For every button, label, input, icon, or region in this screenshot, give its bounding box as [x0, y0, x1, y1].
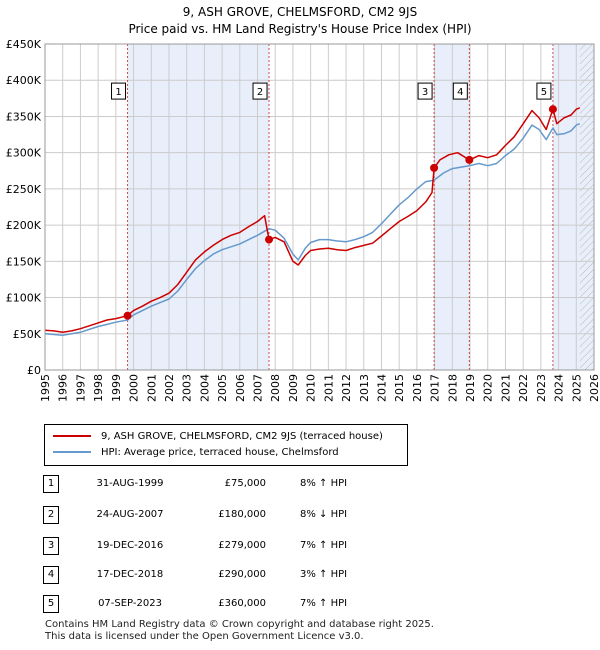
legend-swatch-hpi [53, 451, 91, 453]
x-tick-label: 2010 [305, 374, 318, 402]
sale-hpi-change: 7% ↑ HPI [300, 540, 348, 551]
x-tick-label: 2000 [128, 374, 141, 402]
x-tick-label: 1995 [39, 374, 52, 402]
sale-price: £180,000 [218, 509, 266, 520]
y-tick-label: £150K [6, 255, 42, 268]
sale-marker-box [111, 82, 127, 100]
sale-date: 17-DEC-2018 [96, 569, 164, 580]
x-tick-label: 2002 [163, 374, 176, 402]
legend-swatch-property [53, 435, 91, 437]
x-tick-label: 2012 [340, 374, 353, 402]
sale-point [465, 155, 474, 164]
y-tick-label: £100K [6, 292, 42, 305]
x-tick-label: 2011 [322, 374, 335, 402]
y-tick-label: £300K [6, 147, 42, 160]
sale-point [123, 311, 132, 320]
x-tick-label: 2007 [252, 374, 265, 402]
y-tick-label: £200K [6, 219, 42, 232]
plot-frame [44, 43, 595, 371]
y-tick-label: £50K [13, 328, 42, 341]
sale-period-shade [127, 44, 270, 370]
sale-hpi-change: 3% ↑ HPI [300, 569, 348, 580]
sale-marker-label: 5 [541, 87, 547, 98]
sale-hpi-change: 8% ↓ HPI [300, 509, 348, 520]
x-tick-label: 2024 [553, 374, 566, 402]
x-tick-label: 2008 [269, 374, 282, 402]
y-tick-label: £250K [6, 183, 42, 196]
x-tick-label: 1999 [110, 374, 123, 402]
x-tick-label: 2001 [145, 374, 158, 402]
x-tick-label: 2025 [570, 374, 583, 402]
sale-hpi-change: 8% ↑ HPI [300, 478, 348, 489]
sale-point [430, 163, 439, 172]
sale-row: 4 17-DEC-2018 £290,000 3% ↑ HPI [0, 566, 600, 584]
property-price-line [44, 107, 581, 334]
x-tick-label: 2022 [517, 374, 530, 402]
sale-number-badge: 5 [43, 595, 59, 613]
x-tick-label: 2017 [429, 374, 442, 402]
x-tick-label: 2015 [393, 374, 406, 402]
x-tick-label: 2026 [588, 374, 600, 402]
sale-number-badge: 2 [43, 506, 59, 524]
x-tick-label: 2005 [216, 374, 229, 402]
sale-marker-label: 4 [457, 87, 463, 98]
sale-price: £360,000 [218, 598, 266, 609]
x-tick-label: 2020 [482, 374, 495, 402]
x-tick-label: 2013 [358, 374, 371, 402]
sale-hpi-change: 7% ↑ HPI [300, 598, 348, 609]
legend-label-property: 9, ASH GROVE, CHELMSFORD, CM2 9JS (terra… [101, 431, 383, 442]
sale-price: £75,000 [224, 478, 266, 489]
hpi-line [44, 123, 581, 336]
sale-price: £290,000 [218, 569, 266, 580]
sale-point [548, 105, 557, 114]
sale-marker-label: 2 [257, 87, 263, 98]
sale-date: 19-DEC-2016 [96, 540, 164, 551]
x-tick-label: 2016 [411, 374, 424, 402]
sale-number-badge: 4 [43, 566, 59, 584]
chart-title: 9, ASH GROVE, CHELMSFORD, CM2 9JS [182, 5, 418, 19]
sale-marker-label: 1 [115, 87, 121, 98]
x-tick-label: 1997 [74, 374, 87, 402]
sale-row: 2 24-AUG-2007 £180,000 8% ↓ HPI [0, 506, 600, 524]
x-tick-label: 2014 [375, 374, 388, 402]
footer-licence: This data is licensed under the Open Gov… [45, 631, 364, 642]
x-tick-label: 2004 [198, 374, 211, 402]
y-tick-label: £350K [6, 110, 42, 123]
legend-item-hpi: HPI: Average price, terraced house, Chel… [53, 445, 339, 461]
legend-item-property: 9, ASH GROVE, CHELMSFORD, CM2 9JS (terra… [53, 429, 383, 445]
x-tick-label: 2023 [535, 374, 548, 402]
sale-marker-box [536, 82, 552, 100]
sale-row: 5 07-SEP-2023 £360,000 7% ↑ HPI [0, 595, 600, 613]
footer-copyright: Contains HM Land Registry data © Crown c… [45, 619, 434, 630]
sale-point [265, 235, 274, 244]
sale-marker-box [252, 82, 268, 100]
y-tick-label: £450K [6, 38, 42, 51]
x-tick-label: 2009 [287, 374, 300, 402]
sale-number-badge: 1 [43, 475, 59, 493]
sale-marker-box [452, 82, 468, 100]
x-tick-label: 2019 [464, 374, 477, 402]
x-tick-label: 2021 [499, 374, 512, 402]
sale-date: 24-AUG-2007 [96, 509, 164, 520]
sale-date: 31-AUG-1999 [96, 478, 164, 489]
price-chart: 1 2 3 4 5 £0 £50K £100K £150K £200K £250K £300K £350… [6, 38, 600, 402]
y-tick-label: £0 [27, 364, 41, 377]
sale-row: 3 19-DEC-2016 £279,000 7% ↑ HPI [0, 537, 600, 555]
sale-date: 07-SEP-2023 [98, 598, 162, 609]
sale-price: £279,000 [218, 540, 266, 551]
x-tick-label: 1996 [57, 374, 70, 402]
sale-marker-label: 3 [422, 87, 428, 98]
x-tick-label: 2018 [446, 374, 459, 402]
x-tick-label: 2003 [181, 374, 194, 402]
sale-row: 1 31-AUG-1999 £75,000 8% ↑ HPI [0, 475, 600, 493]
sale-number-badge: 3 [43, 537, 59, 555]
sale-marker-box [417, 82, 433, 100]
y-tick-label: £400K [6, 74, 42, 87]
forecast-hatch [579, 44, 594, 370]
x-tick-label: 2006 [234, 374, 247, 402]
legend: 9, ASH GROVE, CHELMSFORD, CM2 9JS (terra… [44, 424, 408, 466]
legend-label-hpi: HPI: Average price, terraced house, Chel… [101, 447, 339, 458]
x-tick-label: 1998 [92, 374, 105, 402]
chart-subtitle: Price paid vs. HM Land Registry's House … [128, 22, 472, 36]
